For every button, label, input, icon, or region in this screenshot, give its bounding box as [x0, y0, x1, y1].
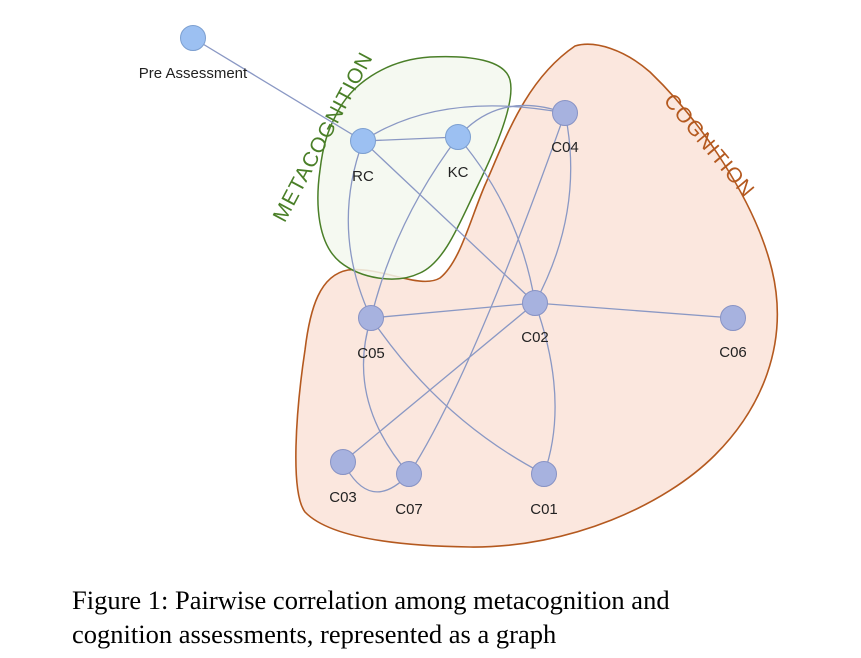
- edge-rc-c04: [362, 105, 566, 142]
- node-c02: [522, 290, 548, 316]
- caption-line-1: Figure 1: Pairwise correlation among met…: [72, 585, 670, 615]
- node-c04: [552, 100, 578, 126]
- node-label-c02: C02: [521, 329, 549, 346]
- node-c06: [720, 305, 746, 331]
- edge-c02-c01: [534, 302, 556, 475]
- edge-kc-c02: [457, 136, 536, 304]
- edge-c07-c04: [408, 112, 566, 475]
- edge-rc-c05: [347, 140, 372, 319]
- node-label-c01: C01: [530, 501, 558, 518]
- node-label-kc: KC: [448, 164, 469, 181]
- node-kc: [445, 124, 471, 150]
- edge-c05-c07: [362, 317, 410, 475]
- metacognition-region: [317, 55, 512, 280]
- edge-rc-c02: [362, 140, 536, 304]
- edge-kc-c04: [457, 104, 566, 138]
- node-label-c07: C07: [395, 501, 423, 518]
- node-c01: [531, 461, 557, 487]
- node-c05: [358, 305, 384, 331]
- edges-group: [192, 37, 734, 493]
- edge-rc-kc: [362, 136, 459, 142]
- edge-kc-c05: [370, 136, 459, 319]
- edge-pre-rc: [192, 37, 364, 142]
- node-label-c04: C04: [551, 139, 579, 156]
- node-label-c03: C03: [329, 489, 357, 506]
- caption-line-2: cognition assessments, represented as a …: [72, 619, 557, 649]
- edge-c04-c02: [534, 112, 572, 304]
- node-label-pre: Pre Assessment: [139, 65, 248, 82]
- node-label-c05: C05: [357, 345, 385, 362]
- edge-c05-c02: [370, 302, 536, 319]
- figure-caption: Figure 1: Pairwise correlation among met…: [72, 583, 829, 651]
- correlation-graph: METACOGNITION COGNITION Pre AssessmentRC…: [139, 25, 779, 548]
- edge-c02-c06: [534, 302, 734, 319]
- node-label-c06: C06: [719, 344, 747, 361]
- edge-c05-c01: [370, 317, 545, 475]
- node-label-rc: RC: [352, 168, 374, 185]
- nodes-group: Pre Assessment RC KC C04 C02 C05 C06 C03 C07 C01: [139, 25, 747, 518]
- node-pre: [180, 25, 206, 51]
- node-rc: [350, 128, 376, 154]
- node-c07: [396, 461, 422, 487]
- edge-c02-c03: [342, 302, 536, 463]
- node-c03: [330, 449, 356, 475]
